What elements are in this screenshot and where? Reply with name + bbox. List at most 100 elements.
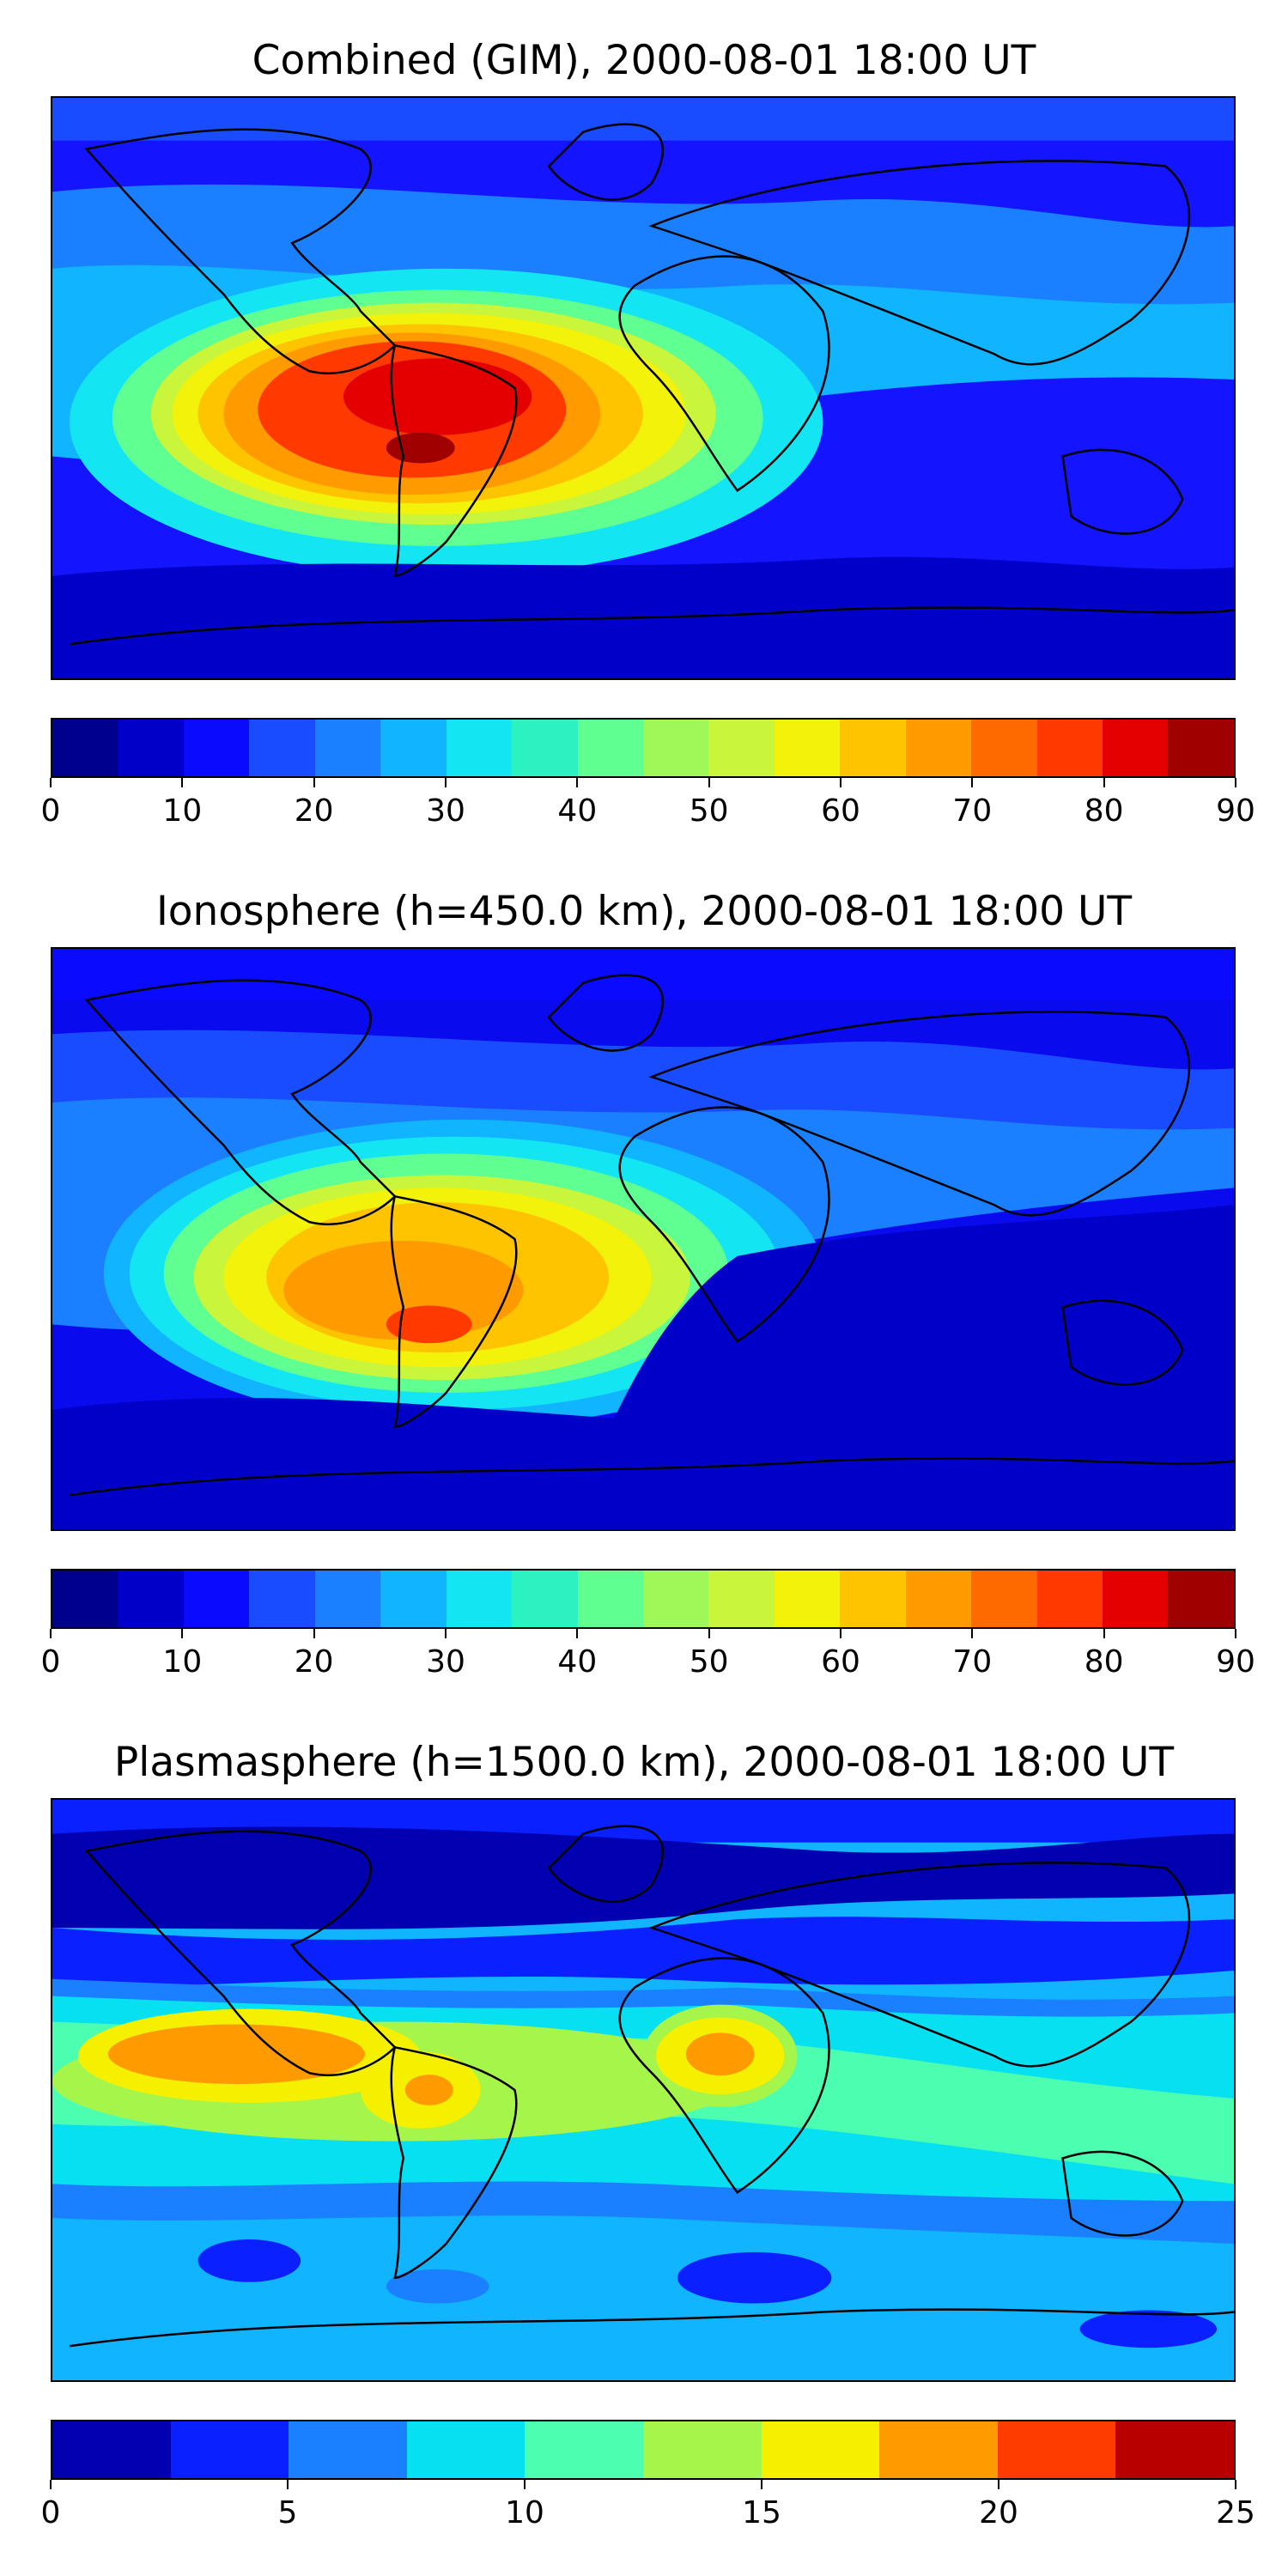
colorbar-segment: [52, 1571, 118, 1627]
colorbar-segment: [642, 2421, 762, 2478]
colorbar-segment: [1115, 2421, 1234, 2478]
colorbar-segment: [183, 1571, 250, 1627]
colorbar-tick-mark: [840, 1629, 841, 1638]
colorbar-plasmasphere: [51, 2420, 1236, 2480]
colorbar-tick-label: 50: [689, 793, 729, 829]
colorbar-segment: [840, 1571, 906, 1627]
colorbar-segment: [249, 1571, 315, 1627]
colorbar-segment: [577, 720, 643, 776]
colorbar-segment: [1103, 720, 1169, 776]
colorbar-segment: [170, 2421, 289, 2478]
colorbar-segment: [1036, 720, 1103, 776]
colorbar-tick-label: 10: [162, 793, 203, 829]
colorbar-tick-mark: [971, 1629, 974, 1638]
colorbar-tick-label: 90: [1216, 793, 1255, 829]
colorbar-segment: [905, 720, 972, 776]
colorbar-tick-mark: [445, 1629, 447, 1638]
colorbar-segment: [774, 1571, 841, 1627]
colorbar-tick-label: 0: [40, 2495, 61, 2530]
colorbar-tick-label: 30: [426, 1644, 465, 1680]
colorbar-segment: [774, 720, 841, 776]
colorbar-tick-label: 50: [689, 1644, 729, 1680]
colorbar-segment: [642, 1571, 709, 1627]
colorbar-tick-label: 30: [426, 793, 465, 829]
colorbar-tick-label: 80: [1084, 1644, 1124, 1680]
colorbar-segment: [52, 2421, 171, 2478]
colorbar-tick-mark: [50, 1629, 52, 1638]
colorbar-segment: [708, 720, 775, 776]
colorbar-tick-label: 60: [821, 793, 860, 829]
colorbar-tick-label: 20: [979, 2495, 1018, 2530]
colorbar-tick-mark: [524, 2480, 526, 2489]
colorbar-segment: [406, 2421, 526, 2478]
colorbar-tick-label: 40: [557, 1644, 598, 1680]
colorbar-tick-mark: [576, 778, 579, 787]
map-combined: [51, 96, 1236, 680]
colorbar-ticks-ionosphere: 0 10 20 30 40 50 60 70 80 90: [41, 1629, 1255, 1680]
colorbar-tick-mark: [313, 778, 315, 787]
colorbar-segment: [577, 1571, 643, 1627]
colorbar-segment: [642, 720, 709, 776]
colorbar-segment: [971, 720, 1037, 776]
colorbar-segment: [380, 1571, 447, 1627]
colorbar-tick-mark: [1103, 778, 1105, 787]
colorbar-tick-mark: [840, 778, 841, 787]
panel-title-combined: Combined (GIM), 2000-08-01 18:00 UT: [252, 37, 1036, 84]
colorbar-segment: [183, 720, 250, 776]
colorbar-segment: [1036, 1571, 1103, 1627]
colorbar-tick-mark: [445, 778, 447, 787]
colorbar-tick-mark: [1103, 1629, 1105, 1638]
colorbar-segment: [289, 2421, 407, 2478]
colorbar-segment: [314, 1571, 381, 1627]
colorbar-segment: [525, 2421, 643, 2478]
colorbar-tick-label: 10: [162, 1644, 203, 1680]
colorbar-segment: [512, 720, 578, 776]
colorbar-ticks-plasmasphere: 0 5 10 15 20 25: [41, 2480, 1255, 2531]
colorbar-segment: [446, 1571, 513, 1627]
colorbar-tick-mark: [708, 778, 710, 787]
colorbar-ticks-combined: 0 10 20 30 40 50 60 70 80 90: [41, 778, 1255, 829]
colorbar-segment: [879, 2421, 998, 2478]
colorbar-combined: [51, 718, 1236, 778]
contour-map-plasmasphere: [52, 1800, 1234, 2380]
colorbar-tick-label: 90: [1216, 1644, 1255, 1680]
colorbar-segment: [997, 2421, 1116, 2478]
colorbar-segment: [905, 1571, 972, 1627]
map-plasmasphere: [51, 1798, 1236, 2382]
contour-map-combined: [52, 98, 1234, 678]
colorbar-tick-label: 20: [294, 793, 334, 829]
colorbar-segment: [118, 1571, 184, 1627]
colorbar-ionosphere: [51, 1569, 1236, 1629]
colorbar-segment: [1168, 720, 1234, 776]
colorbar-tick-mark: [313, 1629, 315, 1638]
contour-map-ionosphere: [52, 949, 1234, 1529]
colorbar-tick-mark: [181, 1629, 184, 1638]
colorbar-segment: [708, 1571, 775, 1627]
colorbar-tick-label: 10: [505, 2495, 544, 2530]
colorbar-segment: [380, 720, 447, 776]
colorbar-tick-mark: [998, 2480, 999, 2489]
colorbar-tick-label: 70: [952, 1644, 993, 1680]
colorbar-segment: [840, 720, 906, 776]
colorbar-tick-label: 25: [1216, 2495, 1255, 2530]
colorbar-tick-label: 15: [742, 2495, 781, 2530]
colorbar-tick-mark: [761, 2480, 762, 2489]
panel-title-ionosphere: Ionosphere (h=450.0 km), 2000-08-01 18:0…: [155, 888, 1133, 935]
colorbar-tick-label: 60: [821, 1644, 860, 1680]
colorbar-tick-mark: [50, 778, 52, 787]
colorbar-tick-mark: [708, 1629, 710, 1638]
colorbar-segment: [1103, 1571, 1169, 1627]
colorbar-segment: [249, 720, 315, 776]
colorbar-segment: [314, 720, 381, 776]
colorbar-tick-label: 70: [952, 793, 993, 829]
colorbar-tick-label: 80: [1084, 793, 1124, 829]
colorbar-segment: [971, 1571, 1037, 1627]
colorbar-segment: [761, 2421, 880, 2478]
colorbar-segment: [118, 720, 184, 776]
colorbar-segment: [512, 1571, 578, 1627]
colorbar-tick-mark: [1235, 1629, 1236, 1638]
colorbar-tick-mark: [1235, 778, 1236, 787]
colorbar-tick-mark: [181, 778, 184, 787]
colorbar-segment: [446, 720, 513, 776]
colorbar-tick-mark: [50, 2480, 52, 2489]
